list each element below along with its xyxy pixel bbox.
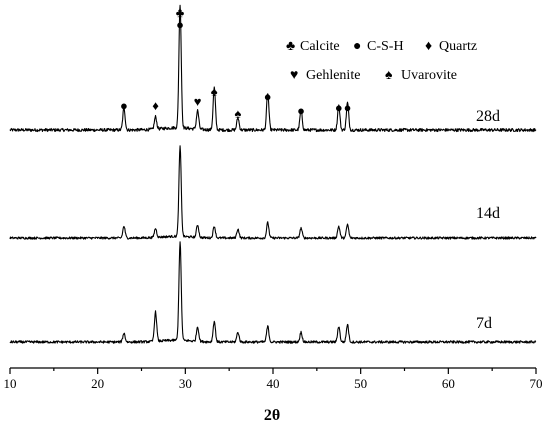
- peak-marker-1: ♦: [152, 98, 159, 113]
- peak-marker-0: ●: [120, 98, 128, 113]
- legend-symbol-csh: ●: [353, 39, 361, 54]
- x-tick-label-60: 60: [442, 376, 455, 391]
- peak-markers: ● ♦♣●♥♠♠●● ● ●: [120, 5, 351, 121]
- series-trace-7d: [9, 241, 537, 344]
- peak-marker-10: ●: [344, 100, 352, 115]
- x-axis: 10 20 30 40 50 60 70: [4, 367, 543, 391]
- legend-symbol-calcite: ♣: [286, 39, 295, 54]
- x-tick-label-10: 10: [4, 376, 17, 391]
- series-label-7d: 7d: [476, 315, 492, 332]
- peak-marker-9: ●: [335, 100, 343, 115]
- legend-label-calcite: Calcite: [300, 39, 340, 54]
- peak-marker-6: ♠: [234, 106, 241, 121]
- peak-marker-2: ♣: [176, 5, 185, 20]
- x-tick-label-70: 70: [530, 376, 543, 391]
- x-axis-label: 2θ: [264, 407, 280, 424]
- x-tick-label-30: 30: [179, 376, 192, 391]
- series-trace-28d: [9, 4, 537, 133]
- peak-marker-8: ●: [297, 103, 305, 118]
- series-traces: [9, 4, 537, 344]
- legend: ♣ Calcite ● C-S-H ♦ Quartz ♥ Gehlenite ♠…: [286, 39, 477, 83]
- x-tick-label-50: 50: [354, 376, 367, 391]
- x-tick-label-40: 40: [267, 376, 280, 391]
- legend-symbol-gehlenite: ♥: [290, 68, 298, 83]
- legend-label-quartz: Quartz: [439, 39, 477, 54]
- series-labels: 28d 14d 7d: [476, 108, 500, 332]
- legend-symbol-quartz: ♦: [425, 39, 432, 54]
- series-trace-14d: [9, 145, 537, 240]
- series-label-28d: 28d: [476, 108, 500, 125]
- peak-marker-5: ♠: [211, 84, 218, 99]
- peak-marker-7: ●: [264, 89, 272, 104]
- legend-label-gehlenite: Gehlenite: [306, 68, 360, 83]
- peak-marker-3: ●: [176, 17, 184, 32]
- x-tick-label-20: 20: [91, 376, 104, 391]
- legend-label-uvarovite: Uvarovite: [401, 68, 457, 83]
- peak-marker-4: ♥: [194, 94, 202, 109]
- legend-symbol-uvarovite: ♠: [385, 68, 393, 83]
- legend-label-csh: C-S-H: [367, 39, 404, 54]
- series-label-14d: 14d: [476, 205, 500, 222]
